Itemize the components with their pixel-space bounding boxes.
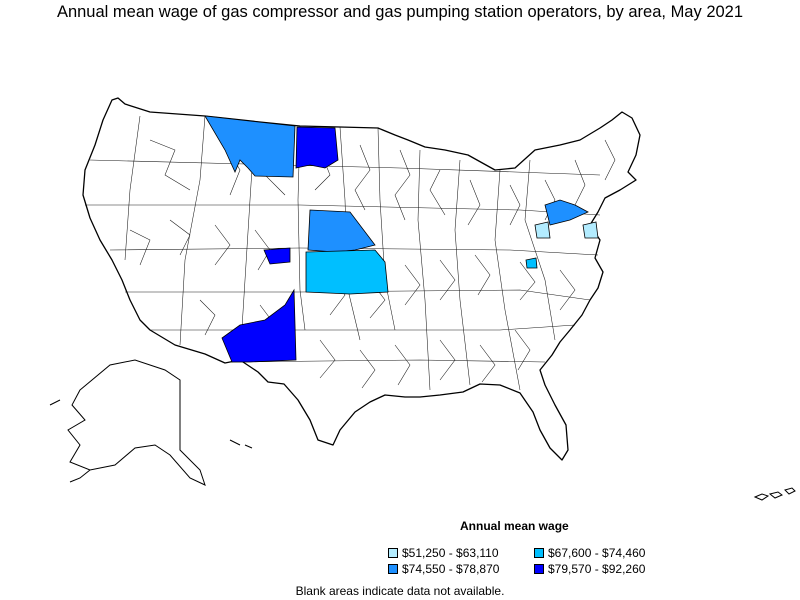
legend-title: Annual mean wage: [460, 519, 569, 533]
legend-label-3: $74,550 - $78,870: [402, 562, 500, 576]
legend-swatch-2: [534, 548, 544, 558]
map-title: Annual mean wage of gas compressor and g…: [56, 3, 744, 21]
area-colorado-nw: [263, 247, 291, 265]
area-kansas: [305, 249, 389, 295]
legend-swatch-3: [388, 564, 398, 574]
area-montana-east: [204, 115, 296, 178]
legend-item-3: $74,550 - $78,870: [388, 562, 499, 576]
legend-item-2: $67,600 - $74,460: [534, 546, 645, 560]
area-nebraska: [307, 209, 376, 253]
area-north-dakota: [295, 126, 339, 169]
legend-item-1: $51,250 - $63,110: [388, 546, 499, 560]
legend-label-4: $79,570 - $92,260: [548, 562, 646, 576]
legend-swatch-1: [388, 548, 398, 558]
area-pennsylvania-light: [534, 221, 551, 239]
legend-swatch-4: [534, 564, 544, 574]
hawaii-islands: [753, 487, 796, 501]
area-new-mexico: [221, 288, 297, 363]
legend-label-1: $51,250 - $63,110: [402, 546, 499, 560]
area-pennsylvania-east: [582, 221, 599, 239]
data-note: Blank areas indicate data not available.: [295, 584, 505, 598]
alaska-outline: [67, 359, 206, 486]
legend-item-4: $79,570 - $92,260: [534, 562, 645, 576]
area-pennsylvania-west: [544, 199, 589, 226]
area-west-virginia: [525, 257, 538, 269]
legend-label-2: $67,600 - $74,460: [548, 546, 646, 560]
